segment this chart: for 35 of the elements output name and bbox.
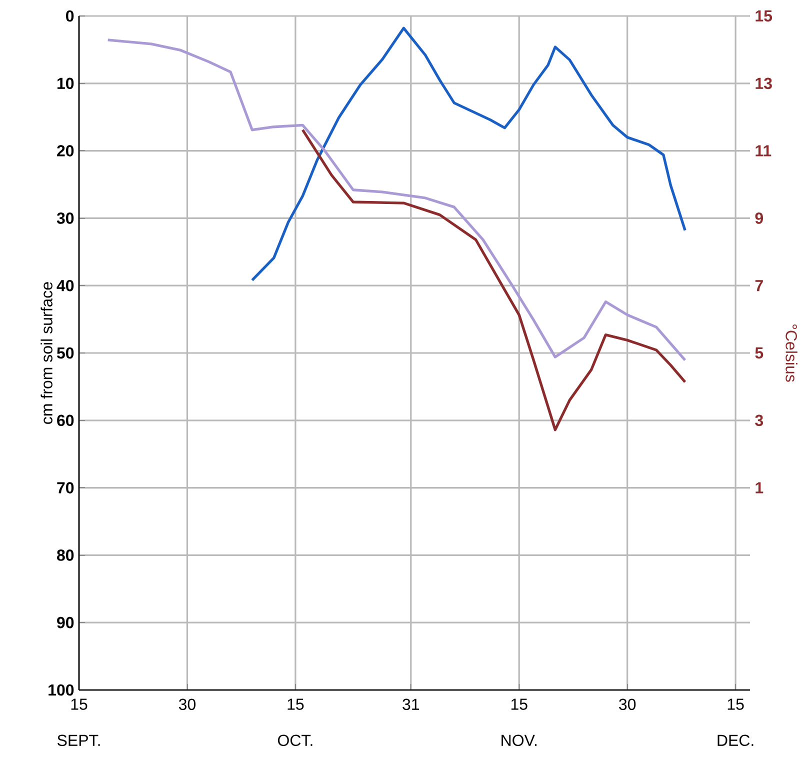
y-tick-label: 20 bbox=[57, 145, 74, 156]
line-series bbox=[301, 128, 686, 432]
y-tick-label: 30 bbox=[56, 212, 74, 224]
y-tick-label: 100 bbox=[48, 684, 74, 696]
text: SEPT. bbox=[58, 734, 100, 746]
y-tick-label: 40 bbox=[56, 280, 74, 292]
y2-tick-label: 11 bbox=[756, 145, 772, 156]
y2-axis-title: °Celsius bbox=[786, 324, 798, 382]
y-tick-label: 60 bbox=[57, 414, 74, 426]
line-series bbox=[250, 26, 686, 282]
y-tick-label: 50 bbox=[57, 347, 74, 359]
x-tick-label: 30 bbox=[619, 698, 636, 710]
y-tick-label: 0 bbox=[66, 10, 74, 22]
x-tick-label: 15 bbox=[728, 698, 744, 710]
y-tick-label: 80 bbox=[57, 550, 74, 561]
line-series bbox=[106, 38, 686, 362]
y2-tick-label: 13 bbox=[756, 78, 772, 90]
x-tick-label: 31 bbox=[402, 698, 419, 710]
y2-tick-label: 15 bbox=[756, 10, 772, 22]
y-axis-title: cm from soil surface bbox=[40, 282, 52, 424]
y-tick-label: 10 bbox=[58, 78, 74, 90]
text: DEC. bbox=[718, 734, 754, 746]
y2-tick-label: 5 bbox=[755, 347, 764, 359]
y-tick-label: 70 bbox=[57, 482, 74, 494]
y-tick-label: 90 bbox=[57, 616, 74, 628]
text: NOV. bbox=[502, 734, 536, 746]
text: OCT. bbox=[278, 734, 312, 746]
x-tick-label: 15 bbox=[71, 698, 88, 710]
x-tick-label: 30 bbox=[178, 698, 196, 710]
x-tick-label: 15 bbox=[511, 698, 528, 710]
x-tick-label: 15 bbox=[288, 698, 304, 710]
y2-tick-label: 1 bbox=[756, 482, 764, 494]
y2-tick-label: 3 bbox=[755, 414, 764, 426]
y2-tick-label: 9 bbox=[755, 212, 764, 224]
y2-tick-label: 7 bbox=[755, 280, 763, 292]
